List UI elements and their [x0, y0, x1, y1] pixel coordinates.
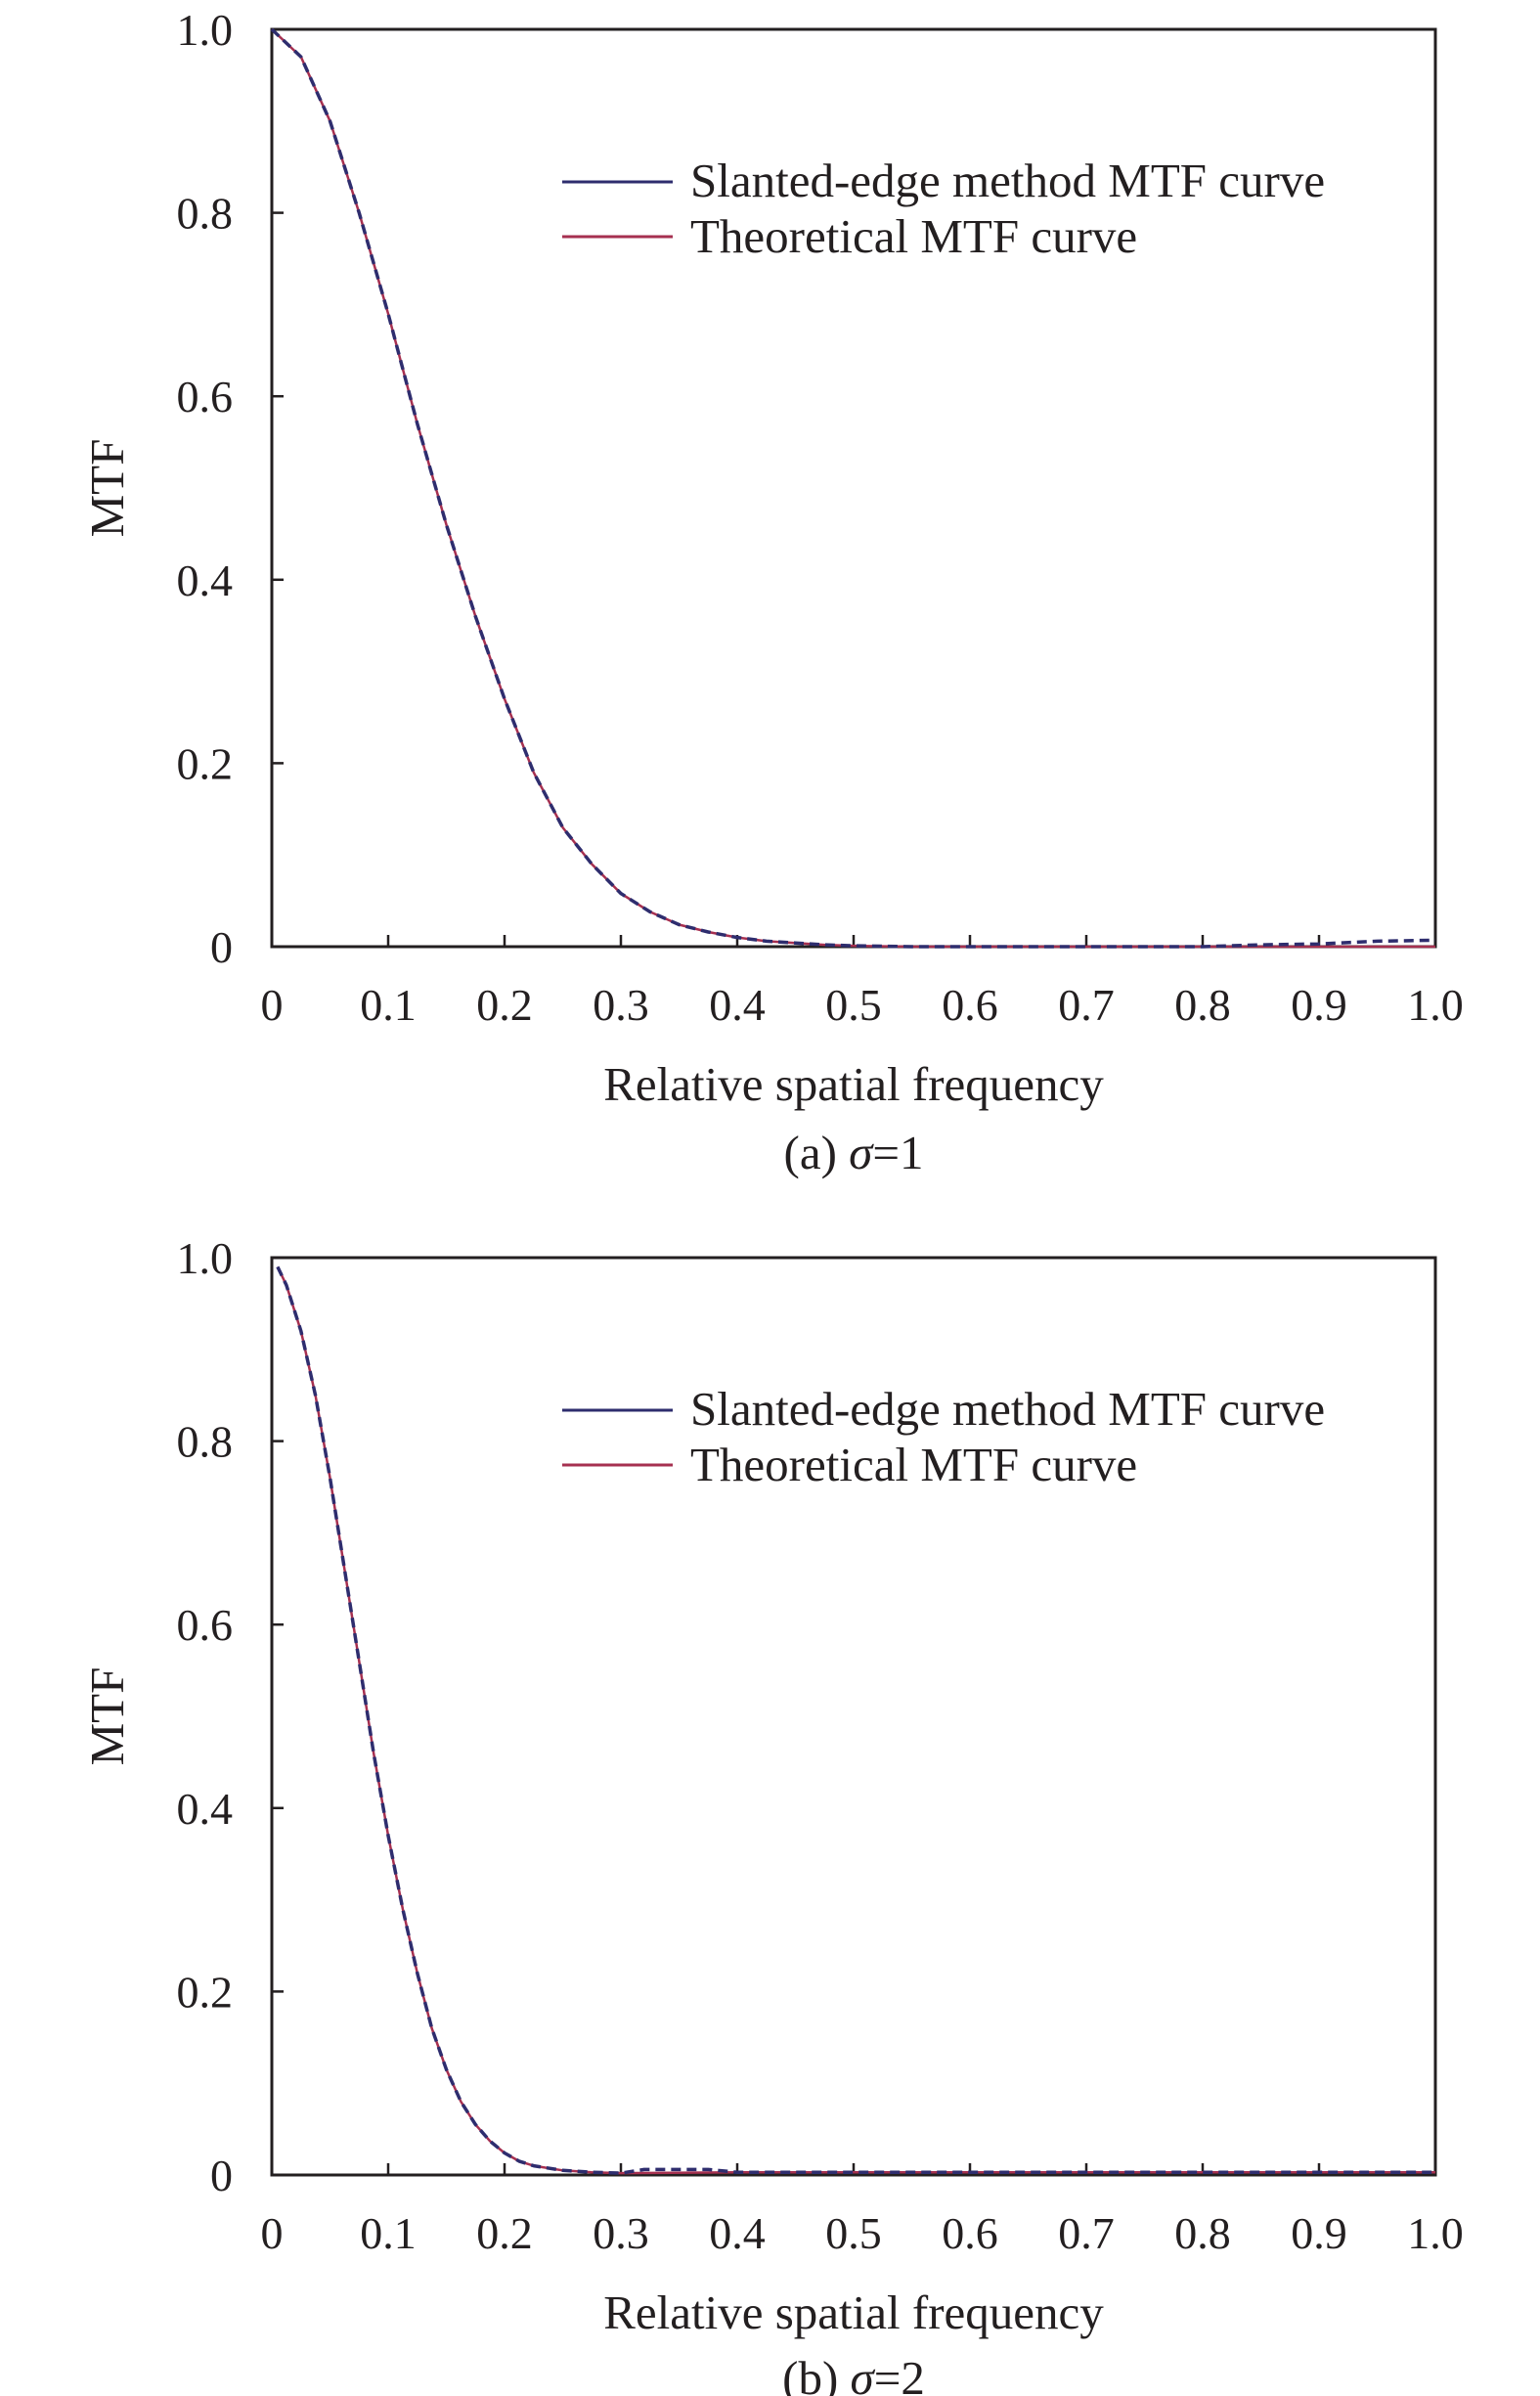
x-tick-label: 0.2	[476, 980, 533, 1030]
x-tick-label: 0.8	[1174, 980, 1231, 1030]
x-axis-label: Relative spatial frequency	[603, 2285, 1104, 2339]
x-tick-label: 1.0	[1407, 980, 1464, 1030]
legend: Slanted-edge method MTF curve Theoretica…	[562, 1382, 1325, 1491]
chart-panel-a: 0 0.1 0.2 0.3 0.4 0.5 0.6 0.7 0.8 0.9 1.0 0 0.2 0.4 0.…	[80, 5, 1464, 1179]
y-axis-label: MTF	[80, 439, 134, 538]
panel-caption: (b) σ=2	[782, 2351, 925, 2396]
x-tick-label: 0.9	[1291, 2208, 1347, 2258]
x-axis-label: Relative spatial frequency	[603, 1057, 1104, 1111]
legend-label-theoretical: Theoretical MTF curve	[690, 1438, 1137, 1491]
y-tick-label: 0.4	[177, 555, 234, 605]
y-tick-label: 0	[210, 2151, 233, 2200]
y-tick-label: 0.2	[177, 738, 234, 788]
x-tick-label: 0.9	[1291, 980, 1347, 1030]
y-tick-label: 0.8	[177, 1417, 234, 1467]
y-tick-label: 0.8	[177, 189, 234, 239]
x-tick-label: 0.1	[360, 980, 417, 1030]
x-tick-label: 0.7	[1058, 980, 1115, 1030]
series-lines	[270, 27, 1436, 949]
x-tick-label: 0.4	[709, 980, 766, 1030]
x-tick-label: 0.5	[825, 2208, 882, 2258]
x-tick-label: 0.2	[476, 2208, 533, 2258]
y-tick-label: 0.6	[177, 1600, 234, 1650]
series-line-slanted-edge	[270, 27, 1436, 949]
legend-label-theoretical: Theoretical MTF curve	[690, 209, 1137, 263]
x-tick-label: 0.4	[709, 2208, 766, 2258]
x-tick-label: 0	[261, 2208, 284, 2258]
legend-label-slanted-edge: Slanted-edge method MTF curve	[690, 1382, 1325, 1436]
series-lines	[276, 1265, 1435, 2175]
y-axis-label: MTF	[80, 1667, 134, 1766]
tick-labels: 0 0.1 0.2 0.3 0.4 0.5 0.6 0.7 0.8 0.9 1.0 0 0.2 0.4 0.…	[177, 1233, 1464, 2258]
x-tick-label: 1.0	[1407, 2208, 1464, 2258]
y-tick-label: 0.2	[177, 1967, 234, 2017]
x-tick-label: 0	[261, 980, 284, 1030]
legend: Slanted-edge method MTF curve Theoretica…	[562, 154, 1325, 263]
panel-caption: (a) σ=1	[784, 1126, 924, 1179]
x-tick-label: 0.7	[1058, 2208, 1115, 2258]
x-tick-label: 0.6	[942, 980, 998, 1030]
y-tick-label: 0.4	[177, 1784, 234, 1834]
x-tick-label: 0.3	[593, 980, 649, 1030]
series-line-slanted-edge	[276, 1265, 1435, 2175]
x-tick-label: 0.8	[1174, 2208, 1231, 2258]
x-tick-label: 0.3	[593, 2208, 649, 2258]
x-tick-label: 0.1	[360, 2208, 417, 2258]
x-tick-label: 0.5	[825, 980, 882, 1030]
y-tick-label: 0.6	[177, 372, 234, 422]
tick-labels: 0 0.1 0.2 0.3 0.4 0.5 0.6 0.7 0.8 0.9 1.0 0 0.2 0.4 0.…	[177, 5, 1464, 1030]
y-tick-label: 1.0	[177, 1233, 234, 1283]
y-tick-label: 1.0	[177, 5, 234, 55]
chart-panel-b: 0 0.1 0.2 0.3 0.4 0.5 0.6 0.7 0.8 0.9 1.0 0 0.2 0.4 0.…	[80, 1233, 1464, 2396]
legend-label-slanted-edge: Slanted-edge method MTF curve	[690, 154, 1325, 207]
y-tick-label: 0	[210, 922, 233, 972]
x-tick-label: 0.6	[942, 2208, 998, 2258]
